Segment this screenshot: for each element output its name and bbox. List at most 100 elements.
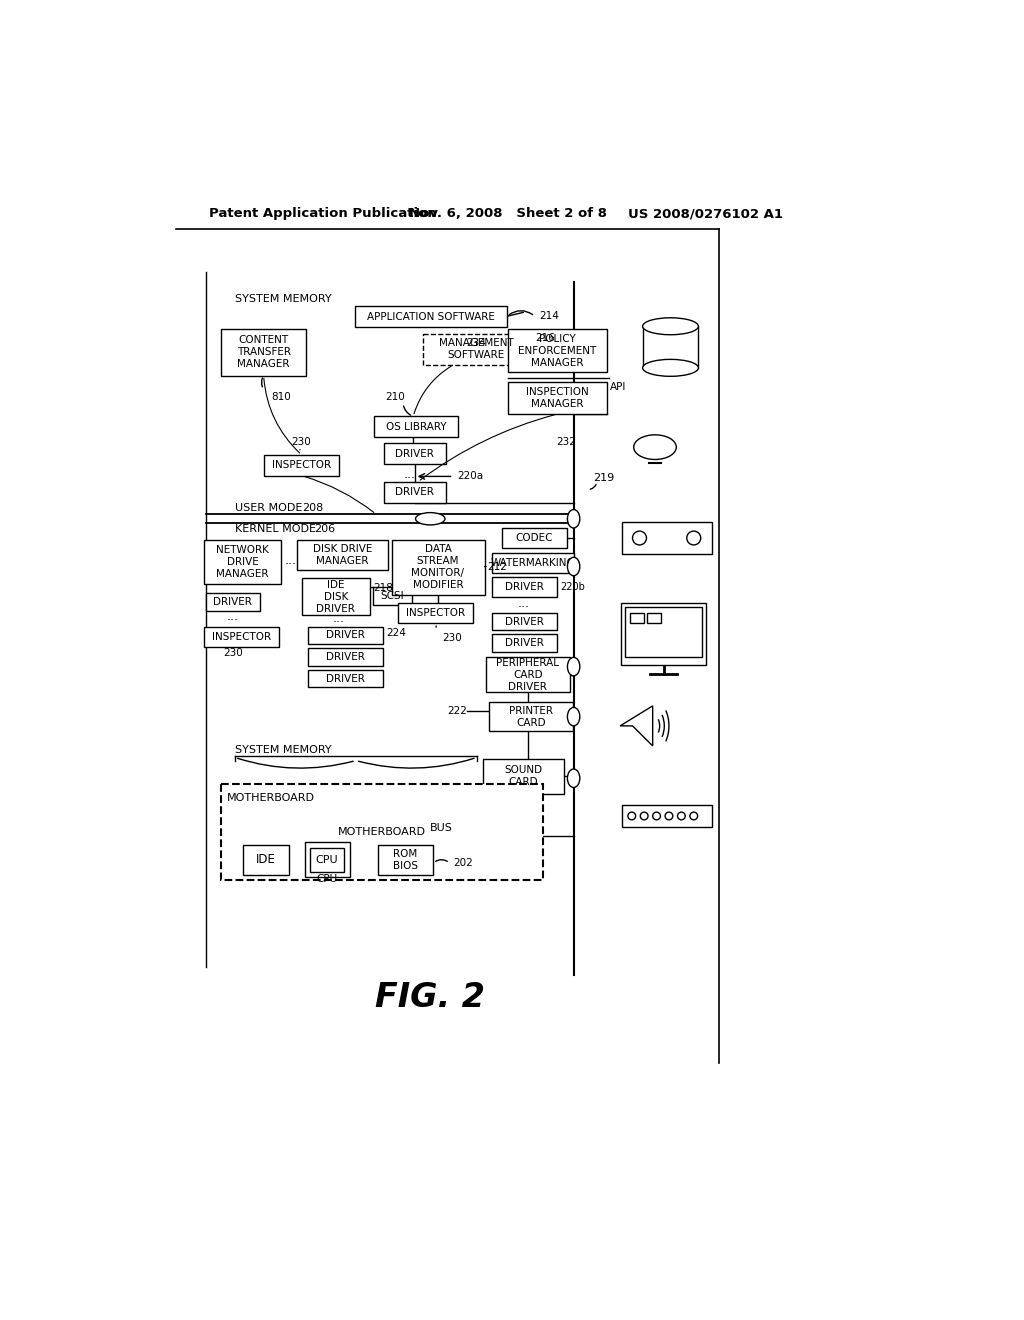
Text: Patent Application Publication: Patent Application Publication [209, 207, 437, 220]
Text: INSPECTOR: INSPECTOR [212, 631, 271, 642]
Ellipse shape [567, 557, 580, 576]
Text: APPLICATION SOFTWARE: APPLICATION SOFTWARE [367, 312, 495, 322]
Text: 230: 230 [291, 437, 310, 446]
Text: PRINTER
CARD: PRINTER CARD [509, 706, 553, 727]
Ellipse shape [567, 770, 580, 788]
Ellipse shape [634, 434, 676, 459]
FancyBboxPatch shape [486, 657, 569, 692]
Text: DRIVER: DRIVER [506, 582, 544, 593]
Text: CODEC: CODEC [515, 533, 553, 543]
Circle shape [690, 812, 697, 820]
FancyBboxPatch shape [625, 607, 702, 657]
Text: DATA
STREAM
MONITOR/
MODIFIER: DATA STREAM MONITOR/ MODIFIER [412, 544, 465, 590]
FancyBboxPatch shape [263, 455, 339, 475]
Text: INSPECTION
MANAGER: INSPECTION MANAGER [526, 387, 589, 409]
Text: ...: ... [226, 610, 239, 623]
Circle shape [652, 812, 660, 820]
FancyBboxPatch shape [373, 587, 412, 605]
FancyBboxPatch shape [297, 540, 388, 570]
FancyBboxPatch shape [308, 627, 383, 644]
Text: MOTHERBOARD: MOTHERBOARD [227, 793, 315, 803]
Text: CPU: CPU [316, 874, 338, 884]
Text: SYSTEM MEMORY: SYSTEM MEMORY [234, 744, 332, 755]
Text: 230: 230 [442, 634, 463, 643]
Text: ROM
BIOS: ROM BIOS [393, 849, 418, 871]
FancyBboxPatch shape [508, 381, 607, 414]
Text: API: API [610, 381, 627, 392]
Text: KERNEL MODE: KERNEL MODE [234, 524, 316, 533]
Text: 208: 208 [302, 503, 324, 513]
FancyBboxPatch shape [493, 577, 557, 597]
Text: ...: ... [285, 554, 297, 566]
Text: MOTHERBOARD: MOTHERBOARD [338, 826, 426, 837]
FancyBboxPatch shape [378, 845, 433, 874]
Text: ...: ... [517, 597, 529, 610]
FancyBboxPatch shape [391, 540, 484, 595]
Text: US 2008/0276102 A1: US 2008/0276102 A1 [628, 207, 783, 220]
Circle shape [678, 812, 685, 820]
Text: IDE
DISK
DRIVER: IDE DISK DRIVER [316, 579, 355, 614]
Text: Nov. 6, 2008   Sheet 2 of 8: Nov. 6, 2008 Sheet 2 of 8 [410, 207, 607, 220]
Text: FIG. 2: FIG. 2 [375, 981, 485, 1014]
Text: 212: 212 [487, 561, 508, 572]
Text: POLICY
ENFORCEMENT
MANAGER: POLICY ENFORCEMENT MANAGER [518, 334, 596, 367]
Text: PERIPHERAL
CARD
DRIVER: PERIPHERAL CARD DRIVER [497, 657, 559, 692]
Text: 218: 218 [373, 583, 393, 593]
FancyBboxPatch shape [221, 784, 543, 880]
Text: 234: 234 [466, 338, 486, 348]
FancyBboxPatch shape [493, 612, 557, 631]
Text: 202: 202 [454, 858, 473, 869]
Text: DRIVER: DRIVER [395, 487, 434, 498]
Text: SCSI: SCSI [381, 591, 404, 601]
Text: DRIVER: DRIVER [326, 673, 365, 684]
Circle shape [633, 531, 646, 545]
Circle shape [640, 812, 648, 820]
Text: 220b: 220b [560, 582, 586, 591]
Ellipse shape [567, 510, 580, 528]
Text: 210: 210 [385, 392, 406, 403]
Circle shape [628, 812, 636, 820]
Text: 232: 232 [557, 437, 577, 446]
FancyBboxPatch shape [375, 416, 458, 437]
Text: BUS: BUS [430, 824, 454, 833]
Circle shape [687, 531, 700, 545]
Text: DRIVER: DRIVER [326, 652, 365, 661]
FancyBboxPatch shape [243, 845, 289, 874]
Text: DRIVER: DRIVER [213, 598, 252, 607]
Text: DRIVER: DRIVER [506, 616, 544, 627]
FancyBboxPatch shape [384, 482, 445, 503]
Text: CPU: CPU [315, 855, 339, 865]
FancyBboxPatch shape [221, 330, 306, 376]
Text: 810: 810 [271, 392, 291, 403]
FancyBboxPatch shape [355, 306, 507, 327]
FancyBboxPatch shape [483, 759, 563, 793]
FancyBboxPatch shape [623, 805, 713, 826]
FancyBboxPatch shape [204, 540, 282, 585]
Text: ...: ... [333, 612, 345, 626]
Text: SOUND
CARD: SOUND CARD [504, 766, 543, 787]
Text: INSPECTOR: INSPECTOR [271, 461, 331, 470]
Text: 219: 219 [593, 473, 614, 483]
Text: SYSTEM MEMORY: SYSTEM MEMORY [234, 294, 332, 305]
FancyBboxPatch shape [384, 444, 445, 465]
FancyBboxPatch shape [423, 334, 529, 364]
FancyBboxPatch shape [502, 528, 566, 548]
FancyBboxPatch shape [508, 330, 607, 372]
Ellipse shape [567, 657, 580, 676]
Ellipse shape [643, 318, 698, 335]
Text: NETWORK
DRIVE
MANAGER: NETWORK DRIVE MANAGER [216, 545, 269, 579]
FancyBboxPatch shape [397, 603, 473, 623]
FancyBboxPatch shape [630, 612, 644, 623]
FancyBboxPatch shape [647, 612, 662, 623]
Text: ...: ... [403, 467, 416, 480]
FancyBboxPatch shape [623, 521, 712, 554]
FancyBboxPatch shape [305, 842, 349, 876]
FancyBboxPatch shape [204, 627, 280, 647]
FancyBboxPatch shape [308, 669, 383, 688]
Text: 216: 216 [535, 333, 555, 343]
Text: OS LIBRARY: OS LIBRARY [386, 422, 446, 432]
FancyBboxPatch shape [493, 635, 557, 652]
Text: MANAGEMENT
SOFTWARE: MANAGEMENT SOFTWARE [438, 338, 513, 360]
Text: 220a: 220a [458, 471, 483, 482]
Ellipse shape [416, 512, 445, 525]
